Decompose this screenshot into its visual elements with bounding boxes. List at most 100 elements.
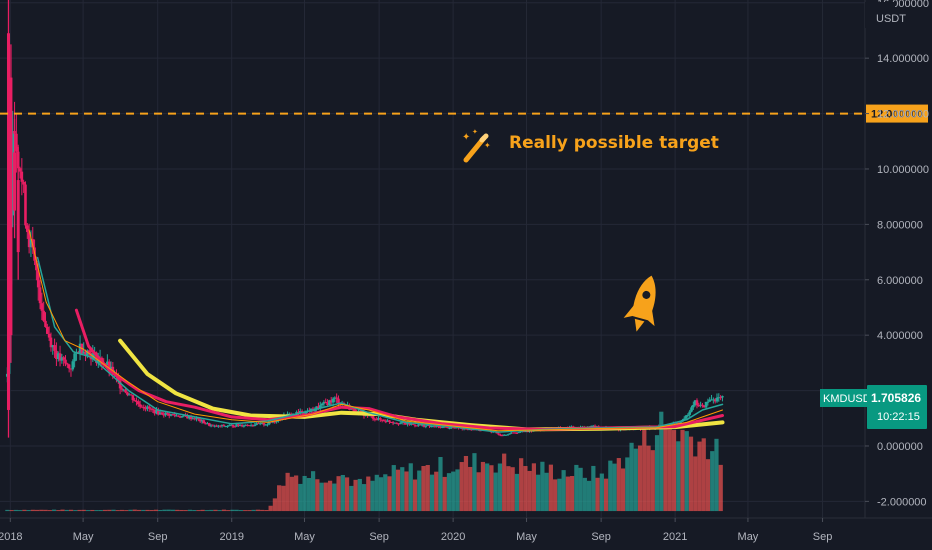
candle-body[interactable] [262, 423, 266, 425]
candle-body[interactable] [167, 413, 171, 416]
candle-body[interactable] [682, 418, 686, 421]
candle-body[interactable] [166, 412, 169, 414]
candle-body[interactable] [428, 424, 431, 427]
candle-body[interactable] [55, 350, 58, 359]
candle-body[interactable] [29, 239, 33, 248]
candle-body[interactable] [109, 366, 113, 371]
candle-body[interactable] [318, 405, 322, 409]
candle-body[interactable] [677, 422, 681, 424]
candle-body[interactable] [140, 406, 144, 408]
candle-body[interactable] [433, 425, 437, 427]
candle-body[interactable] [224, 426, 227, 428]
candle-body[interactable] [264, 424, 267, 426]
candle-body[interactable] [462, 428, 466, 430]
candle-body[interactable] [142, 406, 146, 409]
candle-body[interactable] [162, 414, 166, 416]
candle-body[interactable] [426, 424, 429, 426]
candle-body[interactable] [329, 400, 333, 403]
target-line-group[interactable]: 12.000000 [0, 104, 928, 123]
candle-body[interactable] [173, 414, 176, 416]
candle-body[interactable] [62, 357, 65, 360]
candle-body[interactable] [508, 433, 511, 435]
candle-body[interactable] [315, 406, 318, 410]
candle-body[interactable] [16, 180, 20, 253]
candle-body[interactable] [242, 425, 246, 427]
candle-body[interactable] [526, 431, 530, 433]
candle-body[interactable] [46, 326, 49, 334]
candle-body[interactable] [36, 270, 40, 288]
candle-body[interactable] [231, 424, 235, 427]
candle-body[interactable] [169, 414, 173, 416]
candle-body[interactable] [442, 426, 446, 428]
candle-body[interactable] [692, 405, 695, 408]
candle-body[interactable] [388, 420, 391, 422]
candle-body[interactable] [15, 133, 18, 152]
candle-body[interactable] [9, 77, 13, 336]
candle-body[interactable] [453, 427, 457, 429]
candle-body[interactable] [468, 429, 471, 431]
candle-body[interactable] [570, 426, 573, 428]
candle-body[interactable] [27, 232, 31, 248]
candle-body[interactable] [373, 418, 377, 420]
candle-body[interactable] [198, 419, 202, 422]
candle-body[interactable] [444, 426, 448, 428]
candle-body[interactable] [710, 399, 713, 401]
candle-body[interactable] [375, 419, 378, 421]
candle-body[interactable] [60, 357, 64, 361]
candle-body[interactable] [717, 397, 721, 399]
candle-body[interactable] [202, 420, 206, 424]
candle-body[interactable] [133, 400, 136, 402]
candle-body[interactable] [131, 395, 135, 401]
candle-body[interactable] [326, 403, 329, 406]
candle-body[interactable] [67, 364, 71, 369]
candle-body[interactable] [404, 422, 408, 425]
candle-body[interactable] [448, 427, 451, 429]
candle-body[interactable] [244, 424, 247, 426]
candle-body[interactable] [675, 422, 679, 425]
candle-body[interactable] [120, 388, 124, 390]
candle-body[interactable] [679, 421, 682, 424]
candle-body[interactable] [158, 412, 162, 415]
candle-body[interactable] [218, 425, 222, 427]
candle-body[interactable] [124, 389, 127, 393]
candle-body[interactable] [497, 433, 500, 435]
candle-body[interactable] [35, 260, 38, 271]
candle-body[interactable] [222, 425, 226, 427]
candle-body[interactable] [708, 399, 712, 402]
candle-body[interactable] [506, 434, 510, 436]
candle-body[interactable] [517, 432, 520, 434]
candle-body[interactable] [220, 425, 224, 427]
candle-body[interactable] [333, 397, 337, 399]
candle-body[interactable] [25, 225, 29, 233]
candle-body[interactable] [129, 394, 133, 396]
candle-body[interactable] [693, 400, 697, 406]
candle-body[interactable] [706, 401, 710, 403]
candle-body[interactable] [257, 423, 260, 425]
candle-body[interactable] [331, 398, 335, 403]
candle-body[interactable] [386, 420, 389, 422]
candle-body[interactable] [200, 420, 204, 422]
candle-body[interactable] [420, 424, 424, 426]
candle-body[interactable] [273, 421, 277, 423]
price-axis[interactable]: 16.000000 14.000000 12.000000 10.000000 8.00… [865, 0, 929, 508]
last-price-tag[interactable]: KMDUSDT 1.705826 10:22:15 [820, 385, 927, 429]
candle-body[interactable] [440, 426, 444, 428]
candle-body[interactable] [11, 131, 15, 216]
candle-body[interactable] [313, 409, 317, 412]
candle-body[interactable] [417, 424, 420, 426]
candle-body[interactable] [590, 425, 593, 427]
candle-body[interactable] [82, 351, 86, 354]
candle-body[interactable] [89, 353, 93, 360]
candle-body[interactable] [422, 424, 426, 427]
candle-body[interactable] [715, 397, 719, 402]
candle-body[interactable] [53, 345, 56, 351]
candle-body[interactable] [251, 425, 255, 427]
candle-body[interactable] [127, 394, 131, 396]
candle-body[interactable] [217, 425, 220, 427]
candle-body[interactable] [235, 424, 238, 427]
candle-body[interactable] [379, 418, 382, 420]
candle-body[interactable] [249, 425, 253, 427]
candle-body[interactable] [424, 425, 428, 427]
candle-body[interactable] [353, 408, 357, 413]
candle-body[interactable] [175, 415, 178, 417]
